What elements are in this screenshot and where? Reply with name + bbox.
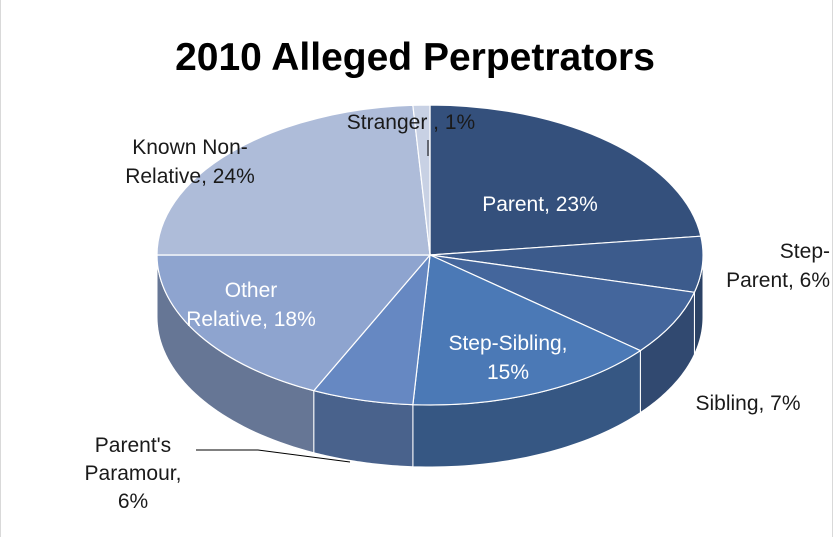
pie-slice-5 bbox=[156, 254, 432, 392]
slice-label-0: Parent, 23% bbox=[482, 193, 598, 216]
pie-slices bbox=[156, 104, 704, 406]
pie-slice-0 bbox=[429, 104, 702, 256]
slice-labels: Parent, 23% Step-Parent, 6% Sibling, 7% Ste… bbox=[85, 111, 830, 513]
leader-line-paramour bbox=[196, 449, 351, 463]
slice-label-5: Other Relative, 18% bbox=[186, 279, 316, 331]
slice-label-4: Parent's Paramour, 6% bbox=[85, 434, 182, 513]
slice-label-6: Known Non-Relative, 24% bbox=[125, 136, 255, 188]
slice-label-2: Sibling, 7% bbox=[695, 392, 800, 415]
slice-label-1: Step-Parent, 6% bbox=[726, 240, 830, 292]
pie-slice-6 bbox=[156, 104, 431, 256]
pie-slice-3 bbox=[412, 254, 642, 406]
leader-lines bbox=[196, 140, 429, 463]
chart-title: 2010 Alleged Perpetrators bbox=[175, 36, 655, 79]
slice-label-3: Step-Sibling, 15% bbox=[448, 332, 567, 384]
pie-slice-2 bbox=[429, 254, 696, 352]
slice-label-7: Stranger , 1% bbox=[347, 111, 475, 134]
pie-slice-7 bbox=[412, 104, 431, 256]
